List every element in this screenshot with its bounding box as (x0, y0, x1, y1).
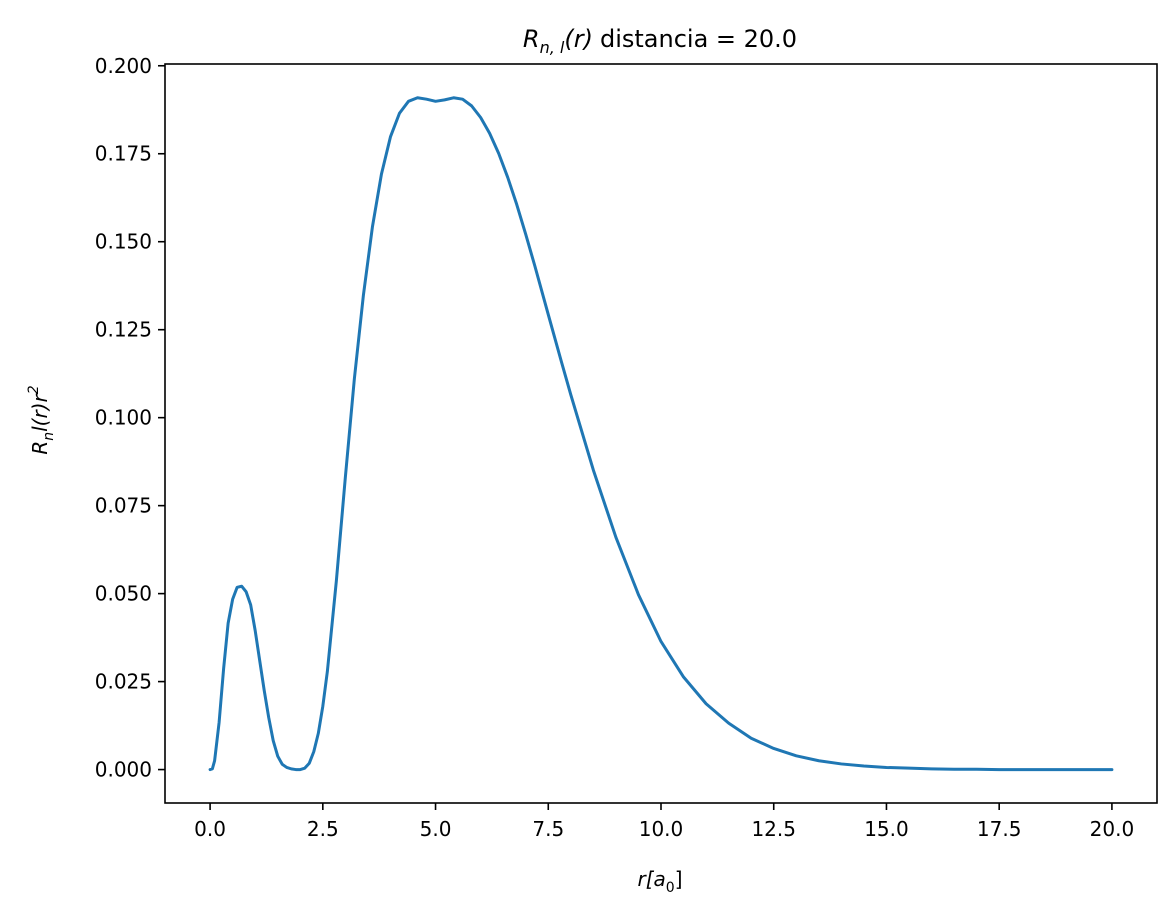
plot-area (208, 96, 1114, 772)
y-tick-label: 0.200 (95, 54, 152, 78)
y-tick-label: 0.175 (95, 142, 152, 166)
x-axis-ticks: 0.0 2.5 5.0 7.5 10.0 12.5 15.0 17.5 20.0 (194, 803, 1134, 841)
y-axis-ticks: 0.000 0.025 0.050 0.075 0.100 0.125 0.150 0.175… (95, 54, 165, 782)
y-tick-label: 0.100 (95, 406, 152, 430)
x-tick-label: 17.5 (977, 817, 1022, 841)
x-tick-label: 15.0 (864, 817, 909, 841)
y-label-middle: l(r)r (28, 392, 52, 431)
x-label-end: ] (675, 867, 683, 891)
y-label-superscript: 2 (26, 385, 42, 394)
x-label-subscript: 0 (666, 880, 675, 896)
series-line-0 (208, 96, 1114, 772)
y-tick-label: 0.150 (95, 230, 152, 254)
x-label-main: r[a (637, 867, 665, 891)
y-tick-label: 0.000 (95, 758, 152, 782)
title-text: distancia = 20.0 (600, 25, 797, 53)
axes-frame (164, 63, 1158, 804)
y-tick-label: 0.075 (95, 494, 152, 518)
title-argument: (r) (564, 25, 593, 53)
x-tick-label: 20.0 (1090, 817, 1135, 841)
x-tick-label: 2.5 (307, 817, 339, 841)
y-label-subscript: n (41, 432, 57, 441)
y-tick-label: 0.025 (95, 670, 152, 694)
y-label-main: R (28, 441, 52, 455)
y-tick-label: 0.125 (95, 318, 152, 342)
title-subscript: n, l (540, 38, 565, 57)
title-symbol: R (523, 25, 540, 53)
chart-title: Rn, l(r) distancia = 20.0 (523, 25, 797, 57)
y-tick-label: 0.050 (95, 582, 152, 606)
x-axis-label: r[a0] (637, 867, 682, 896)
y-axis-label: Rnl(r)r2 (26, 385, 57, 454)
x-tick-label: 7.5 (532, 817, 564, 841)
x-tick-label: 5.0 (420, 817, 452, 841)
x-tick-label: 12.5 (751, 817, 796, 841)
x-tick-label: 0.0 (194, 817, 226, 841)
x-tick-label: 10.0 (639, 817, 684, 841)
